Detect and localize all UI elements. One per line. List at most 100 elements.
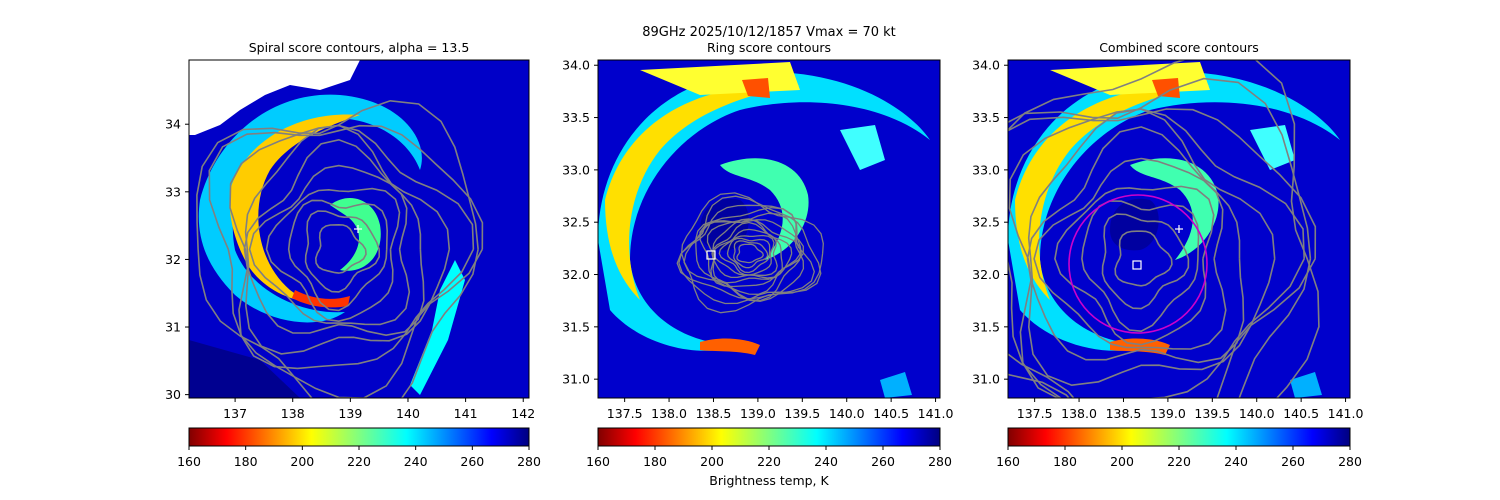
- colorbar-tick-label: 260: [1281, 454, 1305, 469]
- y-ticks: 30 31 32 33 34: [165, 117, 189, 402]
- colorbar-tick-label: 280: [517, 454, 541, 469]
- x-tick-label: 138.5: [696, 406, 732, 421]
- colorbar-tick-label: 180: [643, 454, 667, 469]
- y-tick-label: 32.5: [562, 215, 590, 230]
- x-tick-label: 137.5: [607, 406, 643, 421]
- y-tick-label: 30: [165, 387, 181, 402]
- x-tick-label: 141.0: [918, 406, 954, 421]
- panel-ring: Ring score contours 137.5 138.0 138.5 139.0…: [562, 40, 953, 488]
- score-contour: [208, 124, 484, 398]
- score-contour: [287, 199, 389, 312]
- score-contour: [1081, 200, 1200, 333]
- x-tick-label: 138.0: [1061, 406, 1097, 421]
- y-ticks: 31.0 31.5 32.0 32.5 33.0 33.5 34.0: [972, 58, 1008, 387]
- colorbar: [188, 427, 530, 447]
- panel-spiral: Spiral score contours, alpha = 13.5 137 1…: [165, 40, 541, 469]
- score-contour: [718, 234, 775, 276]
- outer-band-southeast: [1290, 372, 1322, 398]
- score-contour: [1101, 213, 1190, 310]
- score-contour: [695, 212, 802, 302]
- score-contour: [680, 192, 824, 314]
- colorbar-tick-label: 220: [757, 454, 781, 469]
- cold-region-bottom: [189, 340, 300, 398]
- x-tick-label: 139.0: [1150, 406, 1186, 421]
- axes-frame: [1007, 59, 1351, 399]
- colorbar-tick-label: 240: [404, 454, 428, 469]
- x-tick-label: 137.5: [1017, 406, 1053, 421]
- colorbar-tick-label: 160: [586, 454, 610, 469]
- heatmap-image: [1008, 60, 1350, 398]
- colorbar: [597, 427, 941, 447]
- x-tick-label: 140: [396, 406, 420, 421]
- x-tick-label: 138.5: [1106, 406, 1142, 421]
- colorbar-tick-label: 160: [996, 454, 1020, 469]
- panel-combined: Combined score contours 137.5 138.0 138.5 1…: [972, 40, 1364, 469]
- colorbar-tick-label: 260: [460, 454, 484, 469]
- y-tick-label: 34: [165, 117, 181, 132]
- axes-frame: [597, 59, 941, 399]
- y-tick-label: 34.0: [972, 58, 1000, 73]
- outer-band-east: [1250, 125, 1295, 170]
- eyewall-inner: [330, 197, 381, 271]
- y-tick-label: 31.0: [972, 372, 1000, 387]
- colorbar-tick-label: 280: [928, 454, 952, 469]
- outer-band-east: [410, 260, 465, 395]
- colorbar-tick-label: 160: [177, 454, 201, 469]
- colorbar: [1007, 427, 1351, 447]
- x-tick-label: 139: [338, 406, 362, 421]
- colorbar-ticks: 160 180 200 220 240 260 280: [996, 446, 1362, 469]
- colorbar-label: Brightness temp, K: [709, 473, 829, 488]
- y-tick-label: 31.5: [972, 319, 1000, 334]
- x-tick-label: 139.5: [1194, 406, 1230, 421]
- panel-title: Ring score contours: [707, 40, 831, 55]
- score-contour: [736, 243, 764, 264]
- x-tick-label: 137: [223, 406, 247, 421]
- score-contour: [1008, 108, 1305, 398]
- x-tick-label: 140.5: [873, 406, 909, 421]
- score-contour: [244, 124, 451, 355]
- axes-frame: [188, 59, 530, 399]
- score-contour: [314, 223, 367, 274]
- y-tick-label: 32: [165, 252, 181, 267]
- outer-band-southeast: [880, 372, 912, 398]
- y-tick-label: 32.5: [972, 215, 1000, 230]
- colorbar-tick-label: 220: [1167, 454, 1191, 469]
- rainband-red-north: [1152, 78, 1180, 98]
- rainband-yellow: [1015, 84, 1210, 301]
- square-marker: [1132, 260, 1142, 270]
- rainband-red-north: [742, 78, 770, 98]
- y-tick-label: 33.0: [562, 162, 590, 177]
- x-ticks: 137.5 138.0 138.5 139.0 139.5 140.0 140.5 141.0: [607, 398, 954, 421]
- x-ticks: 137 138 139 140 141 142: [223, 398, 535, 421]
- spiral-contours: [196, 99, 484, 398]
- missing-data-region: [189, 60, 360, 135]
- fitted-ring: [1068, 194, 1208, 334]
- colorbar-tick-label: 240: [814, 454, 838, 469]
- combined-contours: [1008, 60, 1320, 398]
- x-tick-label: 141.0: [1328, 406, 1364, 421]
- x-tick-label: 140.0: [1239, 406, 1275, 421]
- y-tick-label: 32.0: [562, 267, 590, 282]
- colorbar-tick-label: 220: [347, 454, 371, 469]
- score-contour: [733, 240, 769, 269]
- score-contour: [1008, 77, 1312, 398]
- panel-title: Combined score contours: [1099, 40, 1259, 55]
- colorbar-tick-label: 200: [700, 454, 724, 469]
- rainband-outer: [1008, 71, 1340, 351]
- y-tick-label: 31: [165, 320, 181, 335]
- colorbar-tick-label: 200: [1110, 454, 1134, 469]
- y-tick-label: 33.0: [972, 162, 1000, 177]
- colorbar-tick-label: 240: [1224, 454, 1248, 469]
- colorbar-ticks: 160 180 200 220 240 260 280: [586, 446, 952, 469]
- x-tick-label: 142: [511, 406, 535, 421]
- colorbar-tick-label: 200: [290, 454, 314, 469]
- y-tick-label: 32.0: [972, 267, 1000, 282]
- rainband-yellow: [229, 114, 360, 303]
- panel-title: Spiral score contours, alpha = 13.5: [249, 40, 470, 55]
- x-tick-label: 138: [281, 406, 305, 421]
- outer-band-east: [840, 125, 885, 170]
- y-tick-label: 34.0: [562, 58, 590, 73]
- rainband-outer: [598, 71, 930, 351]
- score-contour: [706, 218, 802, 288]
